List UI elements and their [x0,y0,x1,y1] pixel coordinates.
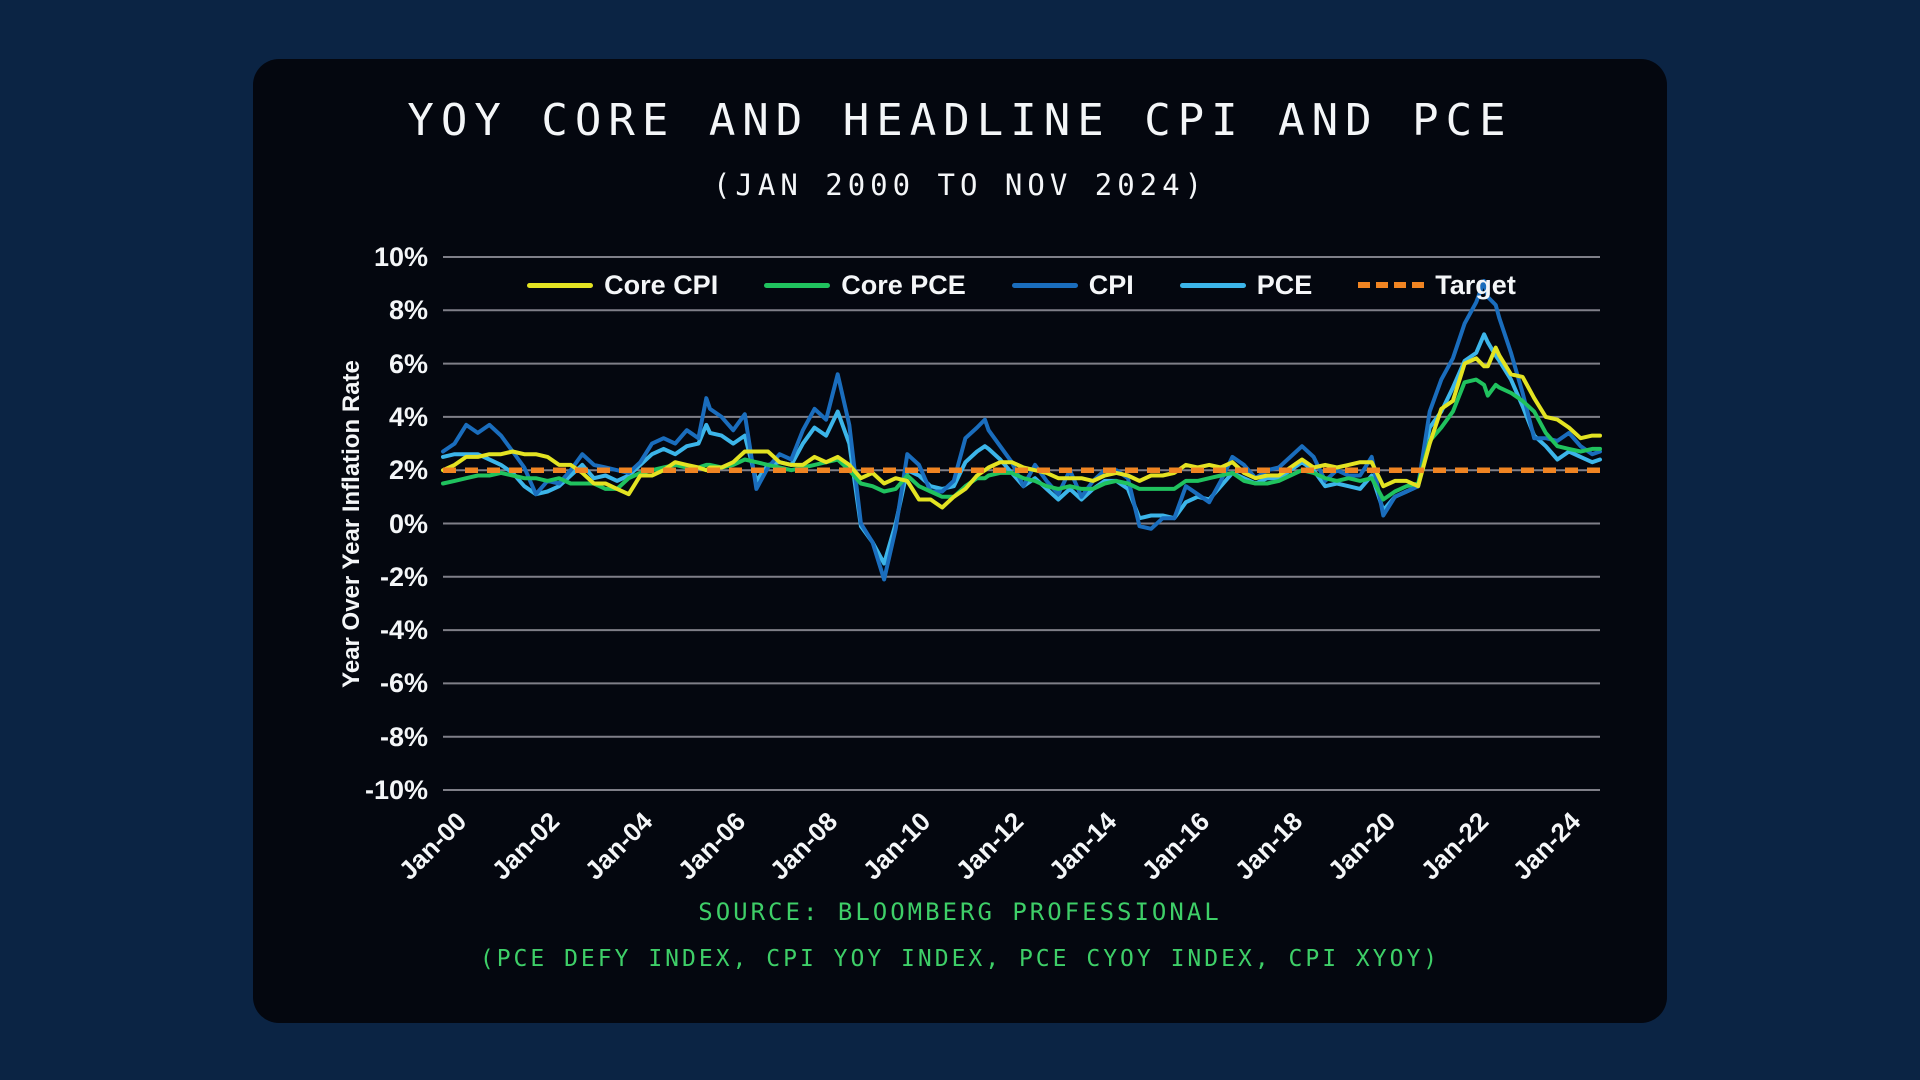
y-tick-label-10: 10% [373,242,428,272]
source-text: SOURCE: BLOOMBERG PROFESSIONAL [698,898,1222,926]
legend-item-pce: PCE [1179,269,1313,301]
y-tick-label--2: -2% [379,561,428,592]
chart-subtitle: (JAN 2000 TO NOV 2024) [712,168,1208,202]
y-tick-label-6: 6% [388,348,428,379]
legend-swatch-target-icon [1358,282,1425,288]
y-tick-label--4: -4% [379,615,428,646]
y-tick-label-4: 4% [388,401,428,432]
y-tick-label--6: -6% [379,668,428,699]
series-line-cpi [441,279,1602,582]
legend-label-pce: PCE [1256,269,1313,300]
legend-item-target: Target [1358,270,1516,301]
y-tick-label--8: -8% [379,721,428,752]
chart-title: YOY CORE AND HEADLINE CPI AND PCE [407,95,1513,146]
y-tick-label-8: 8% [388,295,428,326]
legend-swatch-cpi-icon [1011,282,1078,288]
legend-item-core-cpi: Core CPI [527,270,718,301]
chart-legend: Core CPI Core PCE CPI PCE Target [443,266,1600,304]
y-tick-label-0: 0% [388,508,428,539]
legend-swatch-pce-icon [1179,282,1246,288]
legend-item-cpi: CPI [1011,269,1134,301]
legend-label-cpi: CPI [1088,269,1134,300]
y-tick-label--10: -10% [364,775,428,805]
legend-label-core-pce: Core PCE [841,269,966,300]
chart-card [253,59,1667,1023]
legend-item-core-pce: Core PCE [764,270,966,301]
legend-label-target: Target [1435,269,1516,300]
legend-swatch-core-cpi-icon [527,282,594,288]
legend-label-core-cpi: Core CPI [604,269,719,300]
y-tick-label-2: 2% [388,455,428,486]
legend-swatch-core-pce-icon [764,282,831,288]
source-indices-text: (PCE DEFY INDEX, CPI YOY INDEX, PCE CYOY… [479,946,1441,972]
